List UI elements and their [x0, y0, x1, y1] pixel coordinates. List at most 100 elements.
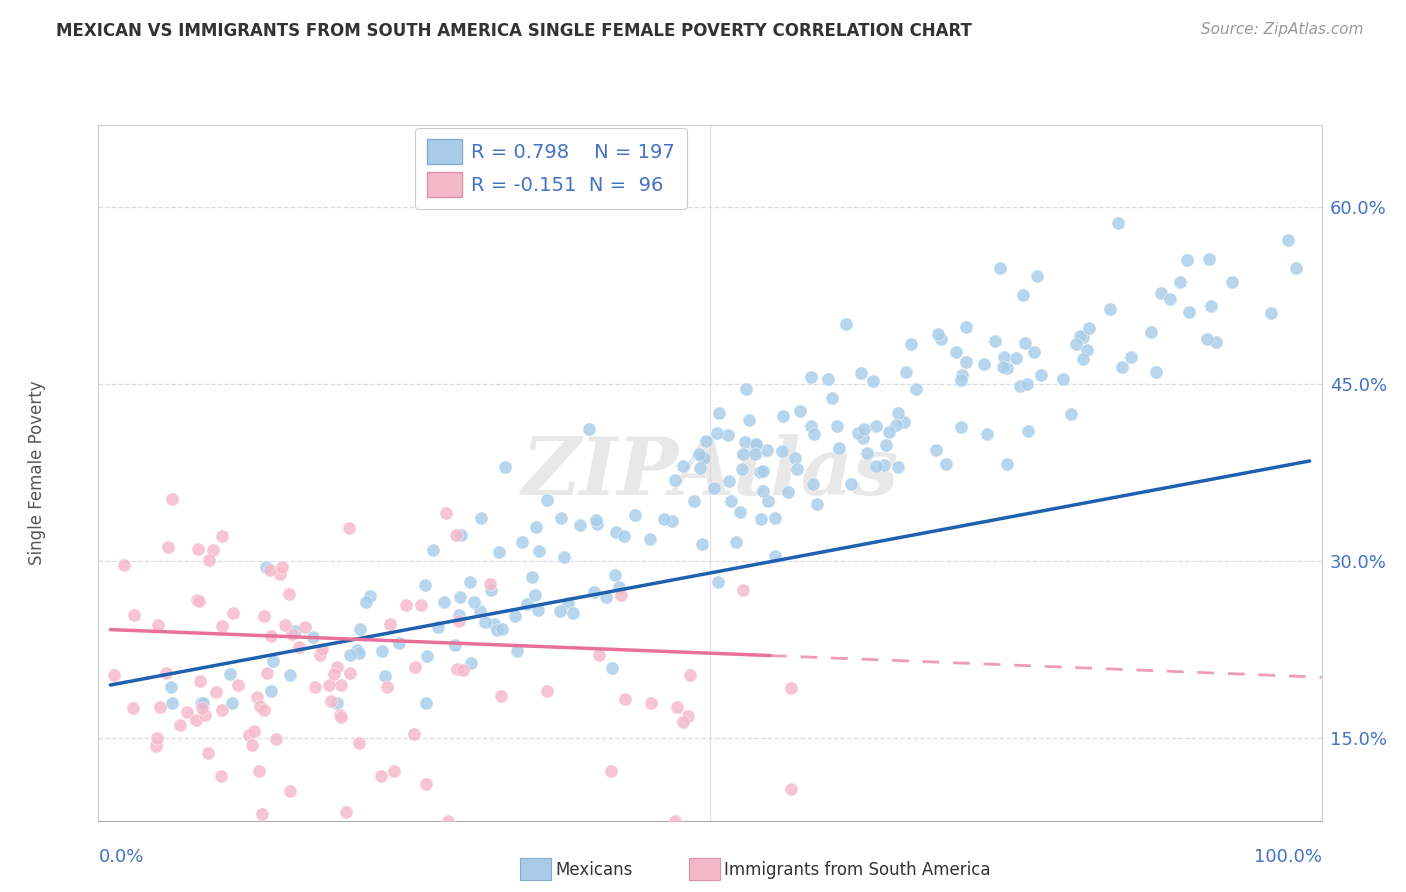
Point	[146, 731, 169, 746]
Point	[415, 696, 437, 710]
Point	[169, 718, 191, 732]
Legend: R = 0.798    N = 197, R = -0.151  N =  96: R = 0.798 N = 197, R = -0.151 N = 96	[415, 128, 688, 209]
Point	[463, 595, 485, 609]
Point	[370, 769, 392, 783]
Point	[446, 662, 468, 676]
Point	[664, 473, 686, 487]
Point	[260, 629, 283, 643]
Point	[1284, 260, 1306, 275]
Point	[187, 593, 209, 607]
Point	[586, 516, 609, 531]
Point	[479, 583, 502, 598]
Point	[250, 807, 273, 822]
Point	[672, 714, 695, 729]
Text: ZIPAtlas: ZIPAtlas	[522, 434, 898, 511]
Text: Immigrants from South America: Immigrants from South America	[724, 861, 991, 879]
Point	[326, 696, 349, 710]
Point	[825, 418, 848, 433]
Point	[893, 415, 915, 429]
Point	[900, 336, 922, 351]
Point	[349, 622, 371, 636]
Point	[548, 604, 571, 618]
Point	[756, 493, 779, 508]
Point	[1144, 365, 1167, 379]
Point	[187, 541, 209, 556]
Point	[717, 427, 740, 442]
Point	[748, 465, 770, 479]
Point	[415, 648, 437, 663]
Point	[578, 422, 600, 436]
Point	[505, 609, 527, 624]
Point	[460, 657, 482, 671]
Point	[375, 680, 398, 694]
Point	[887, 406, 910, 420]
Point	[198, 553, 221, 567]
Point	[319, 694, 342, 708]
Point	[821, 391, 844, 405]
Point	[707, 406, 730, 420]
Point	[1071, 330, 1094, 344]
Point	[253, 703, 276, 717]
Point	[162, 492, 184, 507]
Point	[1168, 275, 1191, 289]
Point	[1060, 407, 1083, 421]
Point	[354, 595, 377, 609]
Point	[1069, 329, 1091, 343]
Point	[436, 814, 458, 828]
Point	[683, 493, 706, 508]
Point	[103, 668, 125, 682]
Point	[211, 529, 233, 543]
Point	[329, 707, 352, 722]
Point	[491, 690, 513, 704]
Point	[443, 638, 465, 652]
Point	[884, 417, 907, 432]
Point	[751, 464, 773, 478]
Point	[205, 684, 228, 698]
Point	[249, 699, 271, 714]
Point	[262, 654, 284, 668]
Point	[346, 642, 368, 657]
Point	[801, 477, 824, 491]
Point	[846, 425, 869, 440]
Point	[929, 332, 952, 346]
Point	[339, 666, 361, 681]
Point	[690, 536, 713, 550]
Point	[281, 627, 304, 641]
Point	[865, 419, 887, 434]
Point	[800, 419, 823, 434]
Point	[226, 678, 249, 692]
Point	[415, 777, 437, 791]
Point	[512, 534, 534, 549]
Point	[1017, 424, 1039, 438]
Point	[806, 497, 828, 511]
Point	[1008, 379, 1031, 393]
Point	[218, 666, 240, 681]
Point	[676, 709, 699, 723]
Point	[222, 606, 245, 620]
Point	[717, 474, 740, 488]
Point	[607, 580, 630, 594]
Point	[468, 604, 491, 618]
Point	[197, 746, 219, 760]
Point	[1076, 343, 1098, 358]
Point	[613, 529, 636, 543]
Point	[486, 623, 509, 637]
Point	[1140, 325, 1163, 339]
Point	[1199, 300, 1222, 314]
Text: 100.0%: 100.0%	[1254, 848, 1322, 866]
Point	[1220, 275, 1243, 289]
Point	[447, 614, 470, 628]
Point	[800, 370, 823, 384]
Point	[253, 608, 276, 623]
Point	[877, 425, 900, 439]
Point	[536, 493, 558, 508]
Point	[734, 435, 756, 450]
Point	[284, 624, 307, 639]
Point	[728, 505, 751, 519]
Point	[146, 617, 169, 632]
Point	[731, 462, 754, 476]
Point	[950, 368, 973, 383]
Point	[1014, 336, 1036, 351]
Point	[752, 483, 775, 498]
Text: Source: ZipAtlas.com: Source: ZipAtlas.com	[1201, 22, 1364, 37]
